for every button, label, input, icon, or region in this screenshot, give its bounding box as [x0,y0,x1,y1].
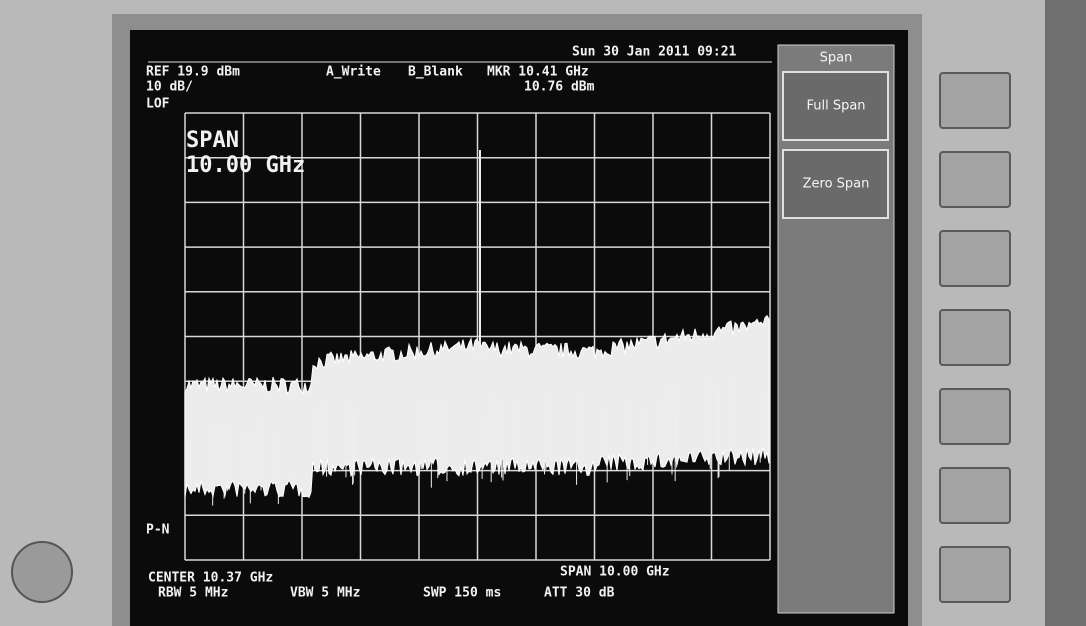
trace-b: B_Blank [408,65,463,80]
overlay-label: SPAN [186,128,239,153]
hardware-key[interactable] [940,468,1010,523]
knob[interactable] [12,542,72,602]
ref-level: REF 19.9 dBm [146,65,240,80]
trace-a: A_Write [326,65,381,80]
rbw: RBW 5 MHz [158,586,228,601]
hardware-key[interactable] [940,231,1010,286]
attenuation: ATT 30 dB [544,586,615,601]
softkey-label: Full Span [806,99,865,114]
softkey-title: Span [820,51,853,66]
hardware-key[interactable] [940,73,1010,128]
vbw: VBW 5 MHz [290,586,360,601]
sweep: SWP 150 ms [423,586,501,601]
analyzer-photo: Sun 30 Jan 2011 09:21 REF 19.9 dBm 10 dB… [0,0,1086,626]
overlay-value: 10.00 GHz [186,153,305,178]
hardware-key[interactable] [940,310,1010,365]
hardware-keys [940,73,1010,602]
marker-freq: MKR 10.41 GHz [487,65,589,80]
span: SPAN 10.00 GHz [560,565,670,580]
softkey-label: Zero Span [803,177,870,192]
lof: LOF [146,97,170,112]
center-freq: CENTER 10.37 GHz [148,571,273,586]
pn-label: P-N [146,523,170,538]
hardware-key[interactable] [940,547,1010,602]
side-edge [1045,0,1086,626]
hardware-key[interactable] [940,152,1010,207]
marker-level: 10.76 dBm [524,80,595,95]
hardware-key[interactable] [940,389,1010,444]
scale: 10 dB/ [146,80,193,95]
datetime: Sun 30 Jan 2011 09:21 [572,45,737,60]
